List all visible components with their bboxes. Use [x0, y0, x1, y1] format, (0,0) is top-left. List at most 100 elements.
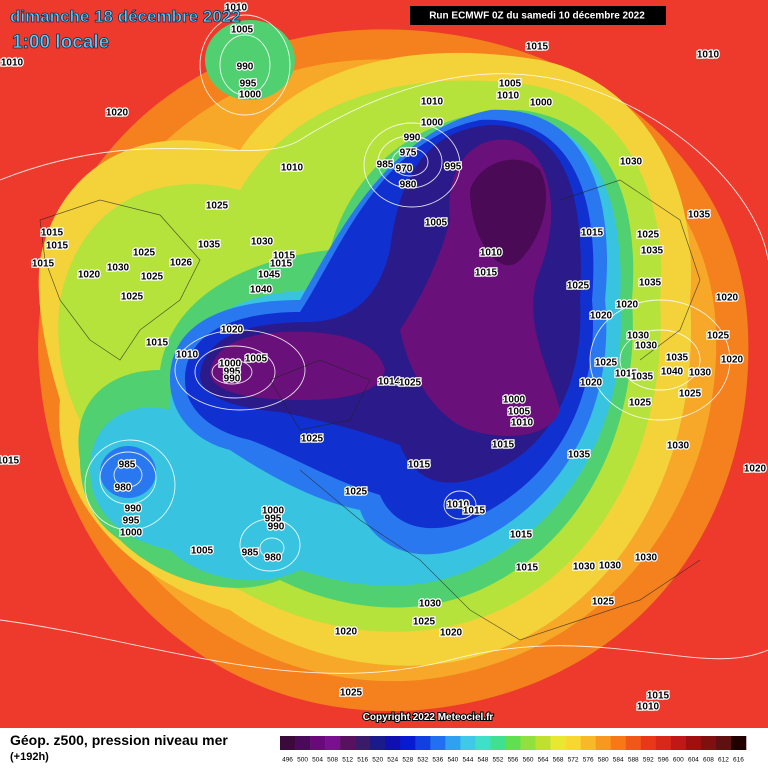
pressure-label: 1026	[170, 258, 193, 269]
colorbar-cell	[430, 736, 446, 750]
pressure-label: 1020	[106, 108, 129, 119]
pressure-label: 975	[400, 148, 417, 159]
colorbar-label: 572	[568, 757, 579, 764]
colorbar-cell	[700, 736, 717, 750]
forecast-date: dimanche 18 décembre 2022	[10, 7, 241, 26]
pressure-label: 1005	[425, 218, 448, 229]
pressure-label: 1025	[301, 434, 324, 445]
pressure-label: 1020	[616, 300, 639, 311]
colorbar-label: 604	[688, 757, 699, 764]
legend-title: Géop. z500, pression niveau mer	[10, 732, 228, 748]
pressure-label: 1015	[463, 506, 486, 517]
colorbar-cell	[310, 736, 326, 750]
pressure-label: 1030	[635, 553, 658, 564]
pressure-label: 1035	[568, 450, 591, 461]
pressure-label: 1030	[689, 368, 712, 379]
pressure-label: 1000	[262, 506, 285, 517]
colorbar-label: 552	[493, 757, 504, 764]
pressure-label: 1000	[219, 359, 242, 370]
pressure-label: 1030	[627, 331, 650, 342]
colorbar-cell	[580, 736, 596, 750]
pressure-label: 1015	[0, 456, 20, 467]
colorbar-cell	[505, 736, 521, 750]
pressure-label: 1010	[511, 418, 534, 429]
colorbar-cell	[280, 736, 296, 750]
pressure-label: 1025	[399, 378, 422, 389]
pressure-label: 1025	[345, 487, 368, 498]
colorbar-cell	[655, 736, 672, 750]
pressure-label: 1014	[378, 377, 401, 388]
colorbar-cell	[295, 736, 311, 750]
colorbar-label: 532	[417, 757, 428, 764]
pressure-label: 1035	[688, 210, 711, 221]
pressure-label: 1025	[206, 201, 229, 212]
run-info: Run ECMWF 0Z du samedi 10 décembre 2022	[429, 11, 645, 22]
colorbar-cell	[475, 736, 491, 750]
colorbar-cell	[325, 736, 341, 750]
forecast-lead: (+192h)	[10, 751, 49, 763]
pressure-label: 1025	[637, 230, 660, 241]
pressure-label: 1035	[666, 353, 689, 364]
colorbar-cell	[400, 736, 416, 750]
pressure-label: 1015	[492, 440, 515, 451]
pressure-label: 1010	[637, 702, 660, 713]
colorbar-label: 524	[387, 757, 398, 764]
colorbar-cell	[415, 736, 431, 750]
pressure-label: 1010	[697, 50, 720, 61]
colorbar-cell	[565, 736, 581, 750]
colorbar-label: 504	[312, 757, 323, 764]
colorbar-label: 528	[402, 757, 413, 764]
pressure-label: 985	[119, 460, 136, 471]
colorbar-cell	[340, 736, 356, 750]
colorbar-label: 508	[327, 757, 338, 764]
pressure-label: 1015	[41, 228, 64, 239]
pressure-label: 1035	[198, 240, 221, 251]
pressure-label: 1020	[580, 378, 603, 389]
copyright: Copyright 2022 Meteociel.fr	[363, 712, 494, 723]
pressure-label: 990	[125, 504, 142, 515]
colorbar-cell	[370, 736, 386, 750]
colorbar-cell	[445, 736, 461, 750]
colorbar-label: 564	[538, 757, 549, 764]
colorbar-label: 548	[478, 757, 489, 764]
pressure-label: 980	[115, 483, 132, 494]
colorbar-cell	[610, 736, 627, 750]
pressure-label: 1030	[251, 237, 274, 248]
colorbar-cell	[670, 736, 687, 750]
pressure-label: 1045	[258, 270, 281, 281]
pressure-label: 1020	[335, 627, 358, 638]
colorbar-cell	[355, 736, 371, 750]
pressure-label: 995	[224, 367, 241, 378]
geopotential-field	[38, 20, 749, 712]
pressure-label: 1005	[191, 546, 214, 557]
colorbar-label: 600	[673, 757, 684, 764]
colorbar-label: 560	[523, 757, 534, 764]
colorbar-label: 616	[733, 757, 744, 764]
pressure-label: 1040	[661, 367, 684, 378]
pressure-label: 990	[224, 374, 241, 385]
colorbar-label: 512	[342, 757, 353, 764]
pressure-label: 1005	[499, 79, 522, 90]
forecast-time: 1:00 locale	[12, 32, 109, 53]
colorbar-cell	[595, 736, 612, 750]
colorbar-cell	[715, 736, 732, 750]
pressure-label: 1015	[510, 530, 533, 541]
pressure-label: 1015	[408, 460, 431, 471]
pressure-label: 995	[445, 162, 462, 173]
pressure-label: 990	[268, 522, 285, 533]
pressure-label: 1000	[530, 98, 553, 109]
colorbar-cell	[460, 736, 476, 750]
colorbar: 496 500 504 508 512 516 520 524 528 532 536 540 544 5…	[280, 736, 747, 764]
pressure-label: 1015	[270, 259, 293, 270]
pressure-label: 1000	[503, 395, 526, 406]
colorbar-label: 516	[357, 757, 368, 764]
pressure-labels: 1010100599099510001010102010151005101010…	[0, 1, 768, 713]
pressure-label: 1030	[107, 263, 130, 274]
colorbar-label: 612	[718, 757, 729, 764]
pressure-label: 1015	[516, 563, 539, 574]
pressure-label: 985	[242, 548, 259, 559]
colorbar-label: 556	[508, 757, 519, 764]
pressure-label: 1035	[639, 278, 662, 289]
